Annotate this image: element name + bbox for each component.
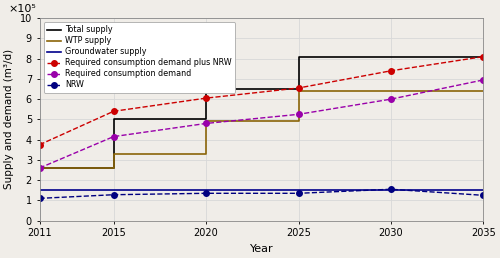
Total supply <box>110 166 116 170</box>
Required consumption demand plus NRW <box>388 69 394 72</box>
WTP supply <box>480 90 486 93</box>
Required consumption demand plus NRW <box>110 110 116 113</box>
Y-axis label: Supply and demand (m³/d): Supply and demand (m³/d) <box>4 49 14 189</box>
Required consumption demand <box>388 98 394 101</box>
Line: Total supply: Total supply <box>40 57 484 168</box>
Total supply <box>296 55 302 58</box>
Required consumption demand plus NRW <box>480 55 486 58</box>
Legend: Total supply, WTP supply, Groundwater supply, Required consumption demand plus N: Total supply, WTP supply, Groundwater su… <box>44 22 235 93</box>
Required consumption demand <box>480 78 486 82</box>
Required consumption demand <box>36 166 43 170</box>
WTP supply <box>110 152 116 155</box>
Line: WTP supply: WTP supply <box>40 91 484 168</box>
Total supply <box>296 87 302 91</box>
Required consumption demand <box>203 122 209 125</box>
X-axis label: Year: Year <box>250 244 274 254</box>
Line: NRW: NRW <box>37 187 486 201</box>
WTP supply <box>203 152 209 155</box>
Line: Required consumption demand: Required consumption demand <box>37 77 486 171</box>
Required consumption demand <box>110 135 116 138</box>
WTP supply <box>296 90 302 93</box>
WTP supply <box>203 120 209 123</box>
NRW <box>388 188 394 191</box>
Total supply <box>110 118 116 121</box>
Total supply <box>203 87 209 91</box>
Text: ×10⁵: ×10⁵ <box>8 4 36 14</box>
Required consumption demand plus NRW <box>203 96 209 100</box>
WTP supply <box>36 166 43 170</box>
NRW <box>110 193 116 196</box>
Required consumption demand <box>296 113 302 116</box>
NRW <box>296 192 302 195</box>
NRW <box>480 194 486 197</box>
WTP supply <box>110 166 116 170</box>
Total supply <box>480 55 486 58</box>
Required consumption demand plus NRW <box>36 143 43 146</box>
NRW <box>36 197 43 200</box>
Total supply <box>36 166 43 170</box>
NRW <box>203 192 209 195</box>
WTP supply <box>296 120 302 123</box>
Required consumption demand plus NRW <box>296 86 302 90</box>
Line: Required consumption demand plus NRW: Required consumption demand plus NRW <box>37 54 486 148</box>
Total supply <box>203 118 209 121</box>
